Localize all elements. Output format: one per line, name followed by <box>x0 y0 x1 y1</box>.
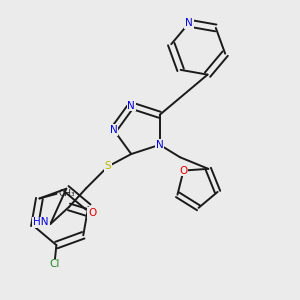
Text: N: N <box>128 100 135 110</box>
Text: N: N <box>156 140 164 150</box>
Text: O: O <box>179 166 188 176</box>
Text: S: S <box>105 161 111 172</box>
Text: HN: HN <box>33 218 49 227</box>
Text: O: O <box>88 208 97 218</box>
Text: Cl: Cl <box>50 259 60 269</box>
Text: CH₃: CH₃ <box>58 189 75 198</box>
Text: N: N <box>110 125 118 135</box>
Text: N: N <box>185 18 193 28</box>
